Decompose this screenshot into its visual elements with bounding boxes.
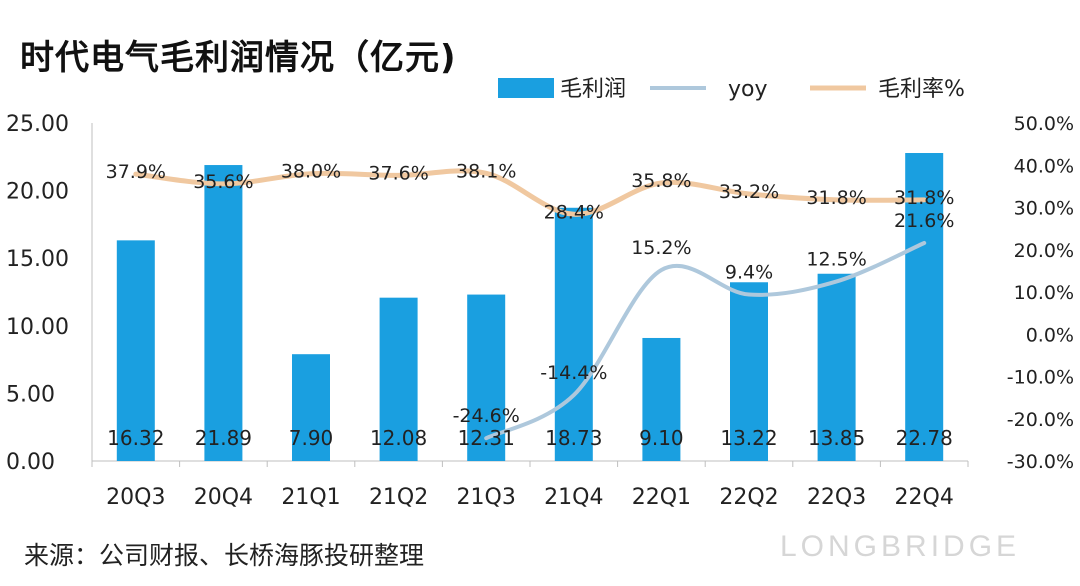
legend-label-yoy: yoy xyxy=(728,77,768,102)
gross-margin-label: 38.0% xyxy=(281,161,341,183)
y-left-tick-label: 10.00 xyxy=(6,315,69,340)
legend-label-gross-profit: 毛利润 xyxy=(560,77,626,102)
bar-value-label: 9.10 xyxy=(639,426,684,450)
gross-margin-label: 31.8% xyxy=(806,187,866,209)
y-left-tick-label: 25.00 xyxy=(6,112,69,137)
x-tick-label: 22Q2 xyxy=(719,485,778,510)
bar-gross-profit xyxy=(379,297,418,461)
bar-value-label: 12.31 xyxy=(458,426,515,450)
y-right-tick-label: 20.0% xyxy=(1014,240,1074,262)
legend-label-gross-margin: 毛利率% xyxy=(878,77,965,102)
watermark-logo: LONGBRIDGE xyxy=(780,530,1021,563)
x-tick-label: 22Q4 xyxy=(895,485,954,510)
line-gross-margin xyxy=(133,168,927,217)
bar-value-label: 12.08 xyxy=(370,426,427,450)
x-tick-label: 22Q3 xyxy=(807,485,866,510)
chart-title: 时代电气毛利润情况（亿元) xyxy=(20,38,457,78)
bar-value-label: 13.22 xyxy=(720,426,777,450)
yoy-label: -24.6% xyxy=(453,405,520,427)
bar-gross-profit xyxy=(554,207,593,461)
gross-margin-label: 35.8% xyxy=(631,170,691,192)
bar-gross-profit xyxy=(642,337,681,461)
y-right-tick-label: -30.0% xyxy=(1007,451,1074,473)
bar-value-label: 7.90 xyxy=(289,426,334,450)
gross-margin-label: 35.6% xyxy=(193,171,253,193)
y-right-tick-label: 40.0% xyxy=(1014,155,1074,177)
bar-value-label: 16.32 xyxy=(107,426,164,450)
bar-gross-profit xyxy=(292,354,330,461)
bar-value-label: 13.85 xyxy=(808,426,865,450)
y-right-tick-label: 30.0% xyxy=(1014,198,1074,220)
yoy-label: 9.4% xyxy=(725,262,773,284)
bar-value-label: 21.89 xyxy=(195,426,252,450)
y-left-tick-label: 15.00 xyxy=(6,247,69,272)
y-right-tick-label: -20.0% xyxy=(1007,409,1074,431)
legend-swatch-gross-profit xyxy=(498,78,554,98)
bar-gross-profit xyxy=(730,282,768,461)
yoy-label: 15.2% xyxy=(631,237,691,259)
y-right-tick-label: 0.0% xyxy=(1026,324,1074,346)
source-note: 来源：公司财报、长桥海豚投研整理 xyxy=(24,541,425,570)
gross-margin-label: 31.8% xyxy=(894,187,954,209)
y-right-tick-label: 10.0% xyxy=(1014,282,1074,304)
y-right-tick-label: 50.0% xyxy=(1014,113,1074,135)
x-tick-label: 21Q1 xyxy=(281,485,340,510)
bar-value-label: 18.73 xyxy=(545,426,602,450)
x-tick-label: 21Q4 xyxy=(544,485,603,510)
y-left-tick-label: 5.00 xyxy=(6,382,55,407)
yoy-label: -14.4% xyxy=(540,362,607,384)
line-yoy xyxy=(484,240,927,441)
bar-value-label: 22.78 xyxy=(896,426,953,450)
y-left-tick-label: 20.00 xyxy=(6,180,69,205)
gross-margin-label: 28.4% xyxy=(544,201,604,223)
y-right-tick-label: -10.0% xyxy=(1007,367,1074,389)
bar-gross-profit xyxy=(817,273,856,461)
yoy-label: 12.5% xyxy=(806,248,866,270)
gross-margin-label: 38.1% xyxy=(456,160,516,182)
y-left-tick-label: 0.00 xyxy=(6,450,55,475)
x-tick-label: 22Q1 xyxy=(632,485,691,510)
x-tick-label: 20Q3 xyxy=(106,485,165,510)
bar-gross-profit xyxy=(116,240,155,461)
x-tick-label: 21Q3 xyxy=(457,485,516,510)
bar-gross-profit xyxy=(905,153,944,461)
bar-gross-profit xyxy=(204,165,243,462)
gross-margin-label: 37.6% xyxy=(368,162,428,184)
x-tick-label: 21Q2 xyxy=(369,485,428,510)
x-tick-label: 20Q4 xyxy=(194,485,253,510)
gross-margin-label: 33.2% xyxy=(719,181,779,203)
gross-margin-label: 37.9% xyxy=(106,161,166,183)
yoy-label: 21.6% xyxy=(894,210,954,232)
